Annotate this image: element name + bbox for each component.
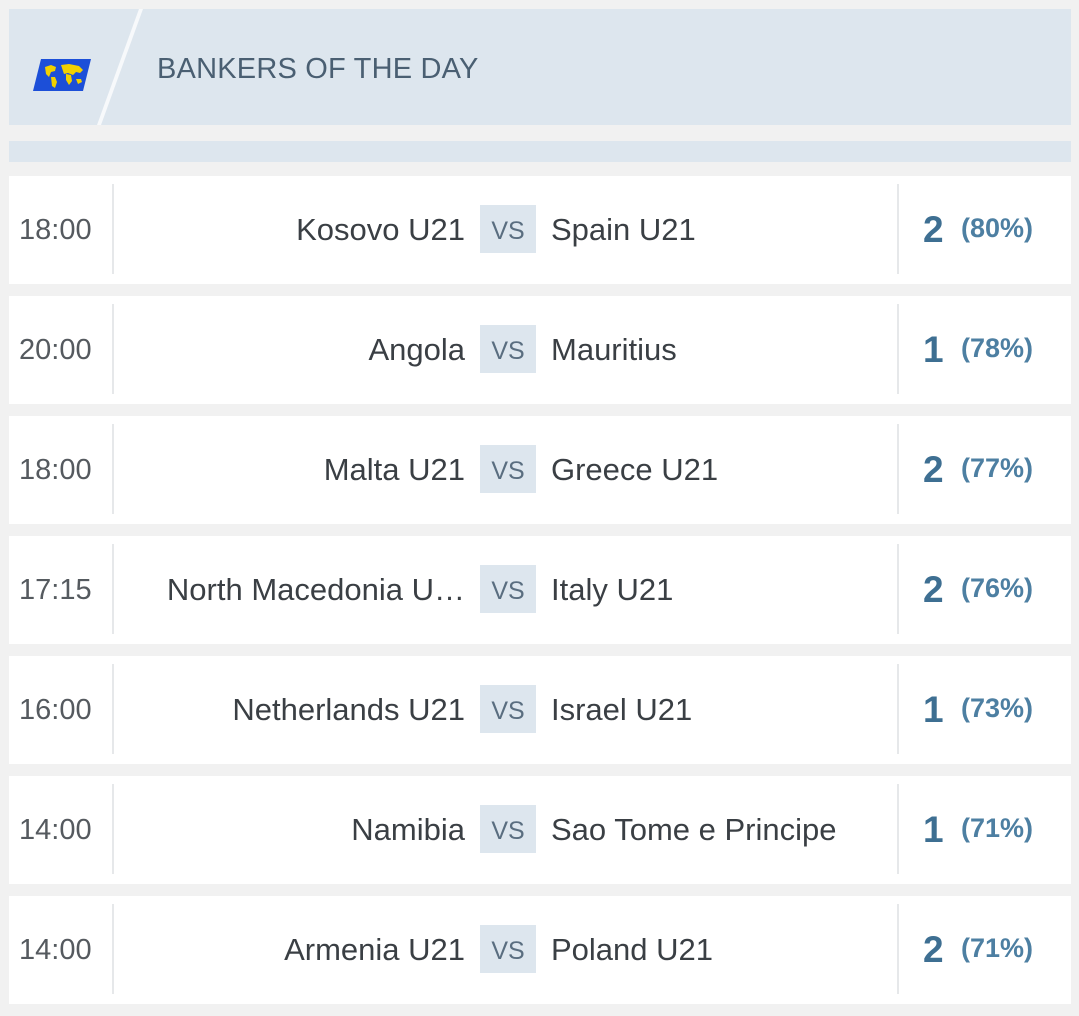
match-row[interactable]: 16:00 Netherlands U21 VS Israel U21 1 (7… [9, 656, 1071, 764]
match-row[interactable]: 18:00 Malta U21 VS Greece U21 2 (77%) [9, 416, 1071, 524]
vs-badge: VS [480, 685, 536, 733]
vs-badge: VS [480, 205, 536, 253]
tip-probability: (73%) [961, 693, 1034, 723]
row-divider [112, 544, 114, 634]
match-time: 18:00 [19, 214, 92, 246]
match-row[interactable]: 14:00 Armenia U21 VS Poland U21 2 (71%) [9, 896, 1071, 1004]
home-team: Netherlands U21 [232, 692, 465, 727]
away-team: Poland U21 [551, 932, 714, 967]
vs-badge: VS [480, 805, 536, 853]
home-team: Malta U21 [323, 452, 465, 487]
match-list: 18:00 Kosovo U21 VS Spain U21 2 (80%) 20… [9, 176, 1071, 1004]
row-divider [112, 784, 114, 874]
header-subbar [9, 141, 1071, 162]
away-team: Israel U21 [551, 692, 693, 727]
match-row[interactable]: 20:00 Angola VS Mauritius 1 (78%) [9, 296, 1071, 404]
match-time: 14:00 [19, 814, 92, 846]
tip-value: 2 [923, 209, 944, 250]
widget-header: BANKERS OF THE DAY [9, 9, 1071, 125]
away-team: Italy U21 [551, 572, 674, 607]
row-divider [897, 664, 899, 754]
tip-value: 2 [923, 569, 944, 610]
match-row[interactable]: 17:15 North Macedonia U… VS Italy U21 2 … [9, 536, 1071, 644]
away-team: Mauritius [551, 332, 677, 367]
tip-probability: (77%) [961, 453, 1034, 483]
row-divider [897, 184, 899, 274]
match-time: 16:00 [19, 694, 92, 726]
match-time: 18:00 [19, 454, 92, 486]
home-team: Namibia [351, 812, 465, 847]
match-time: 14:00 [19, 934, 92, 966]
row-divider [897, 544, 899, 634]
home-team: Kosovo U21 [296, 212, 465, 247]
vs-badge: VS [480, 325, 536, 373]
match-row[interactable]: 18:00 Kosovo U21 VS Spain U21 2 (80%) [9, 176, 1071, 284]
row-divider [897, 784, 899, 874]
away-team: Spain U21 [551, 212, 696, 247]
tip-probability: (78%) [961, 333, 1034, 363]
tip-value: 2 [923, 449, 944, 490]
row-divider [897, 424, 899, 514]
tip-value: 1 [923, 809, 944, 850]
tip-probability: (71%) [961, 933, 1034, 963]
vs-badge: VS [480, 445, 536, 493]
row-divider [897, 904, 899, 994]
tip-value: 2 [923, 929, 944, 970]
row-divider [897, 304, 899, 394]
widget-title: BANKERS OF THE DAY [157, 53, 479, 85]
tip-probability: (76%) [961, 573, 1034, 603]
row-divider [112, 304, 114, 394]
tip-probability: (71%) [961, 813, 1034, 843]
bankers-widget: BANKERS OF THE DAY 18:00 Kosovo U21 VS S… [9, 9, 1071, 1016]
row-divider [112, 184, 114, 274]
tip-probability: (80%) [961, 213, 1034, 243]
header-divider [97, 9, 143, 125]
match-time: 20:00 [19, 334, 92, 366]
row-divider [112, 904, 114, 994]
tip-value: 1 [923, 329, 944, 370]
vs-badge: VS [480, 925, 536, 973]
match-time: 17:15 [19, 574, 92, 606]
home-team: North Macedonia U… [166, 572, 465, 607]
match-row[interactable]: 14:00 Namibia VS Sao Tome e Principe 1 (… [9, 776, 1071, 884]
home-team: Angola [368, 332, 465, 367]
home-team: Armenia U21 [284, 932, 465, 967]
world-map-flag-icon [33, 59, 91, 91]
away-team: Sao Tome e Principe [551, 812, 837, 847]
tip-value: 1 [923, 689, 944, 730]
row-divider [112, 424, 114, 514]
away-team: Greece U21 [551, 452, 719, 487]
row-divider [112, 664, 114, 754]
vs-badge: VS [480, 565, 536, 613]
